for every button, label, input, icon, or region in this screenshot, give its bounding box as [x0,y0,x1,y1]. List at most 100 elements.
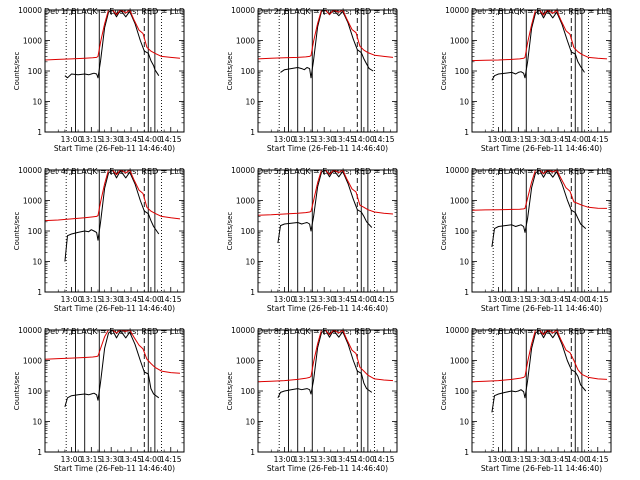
y-tick-label: 10 [459,258,469,267]
lld-series-line [45,330,181,374]
y-tick-label: 10000 [231,166,255,175]
x-tick-label: 14:00 [353,135,375,144]
y-axis-label: Counts/sec [226,372,234,411]
x-tick-label: 13:45 [547,455,569,464]
panel-3: Det 3f,BLACK = Events, RED = LLD 1 10 100 10… [440,6,612,153]
x-tick-label: 13:30 [313,295,335,304]
y-tick-label: 1 [37,288,42,297]
y-tick-label: 10 [245,98,255,107]
y-axis-label: Counts/sec [440,212,448,251]
x-tick-label: 14:00 [140,455,162,464]
y-tick-label: 1 [250,128,255,137]
panel-4: Det 4f,BLACK = Events, RED = LLD 1 10 100 10… [13,166,185,313]
y-tick-label: 10 [245,418,255,427]
x-tick-label: 13:15 [81,295,103,304]
x-tick-label: 13:15 [508,135,530,144]
y-tick-label: 1 [250,448,255,457]
x-tick-label: 13:30 [100,135,122,144]
x-axis-label: Start Time (26-Feb-11 14:46:40) [267,144,388,153]
events-series-line [491,10,585,81]
y-tick-label: 100 [455,227,470,236]
panel-title: Det 4f,BLACK = Events, RED = LLD [44,167,185,176]
panel-5: Det 5f,BLACK = Events, RED = LLD11010010… [226,166,398,313]
x-tick-label: 14:15 [373,455,395,464]
x-tick-label: 13:30 [313,135,335,144]
x-axis-label: Start Time (26-Feb-11 14:46:40) [267,464,388,473]
x-tick-label: 14:00 [353,455,375,464]
x-tick-label: 13:45 [333,135,355,144]
x-tick-label: 14:00 [140,135,162,144]
plot-frame [471,169,612,293]
y-tick-label: 1 [464,288,469,297]
x-tick-label: 14:15 [160,295,182,304]
panel-2: Det 2f,BLACK = Events, RED = LLD11010010… [226,6,398,153]
y-tick-label: 10000 [18,326,42,335]
lld-series-line [472,10,608,62]
y-tick-label: 1000 [23,37,42,46]
y-tick-label: 10 [459,98,469,107]
lld-series-line [45,10,181,61]
x-tick-label: 13:00 [61,455,83,464]
y-tick-label: 100 [455,67,470,76]
y-tick-label: 100 [28,387,43,396]
x-tick-label: 13:15 [508,295,530,304]
x-axis-label: Start Time (26-Feb-11 14:46:40) [54,304,175,313]
y-axis-label: Counts/sec [226,52,234,91]
y-tick-label: 10 [245,258,255,267]
x-tick-label: 13:15 [294,295,316,304]
x-tick-label: 14:15 [373,135,395,144]
x-tick-label: 13:30 [527,455,549,464]
events-series-line [491,330,587,413]
events-series-line [64,170,160,262]
plot-frame [257,169,398,293]
y-axis-label: Counts/sec [13,372,21,411]
plot-frame [44,9,185,133]
x-tick-label: 13:30 [527,135,549,144]
x-axis-label: Start Time (26-Feb-11 14:46:40) [481,464,602,473]
x-tick-label: 13:00 [61,135,83,144]
x-tick-label: 14:15 [373,295,395,304]
panel-title: Det 9f,BLACK = Events, RED = LLD [471,327,612,336]
x-tick-label: 13:00 [274,135,296,144]
x-tick-label: 13:45 [333,455,355,464]
panel-9: Det 9f,BLACK = Events, RED = LLD 1 10 100 10… [440,326,612,473]
x-tick-label: 13:30 [100,295,122,304]
y-tick-label: 1000 [450,37,469,46]
panel-title: Det 1f,BLACK = Events, RED = LLD [44,7,185,16]
y-tick-label: 10000 [18,166,42,175]
x-tick-label: 13:30 [527,295,549,304]
y-tick-label: 100 [241,387,256,396]
x-tick-label: 13:45 [333,295,355,304]
plot-frame [257,9,398,133]
panel-title: Det 3f,BLACK = Events, RED = LLD [471,7,612,16]
y-tick-label: 10 [459,418,469,427]
x-tick-label: 13:00 [274,295,296,304]
lld-series-line [258,10,394,60]
x-tick-label: 13:30 [313,455,335,464]
x-tick-label: 14:00 [567,135,589,144]
y-tick-label: 1000 [236,37,255,46]
events-series-line [277,330,373,399]
x-tick-label: 13:45 [120,455,142,464]
x-tick-label: 14:15 [587,295,609,304]
x-tick-label: 13:15 [294,135,316,144]
events-series-line [491,170,587,247]
panel-6: Det 6f,BLACK = Events, RED = LLD11010010… [440,166,612,313]
y-tick-label: 100 [28,227,43,236]
y-tick-label: 1 [37,448,42,457]
x-tick-label: 14:15 [160,455,182,464]
x-tick-label: 14:00 [140,295,162,304]
y-axis-label: Counts/sec [13,52,21,91]
lld-series-line [258,170,394,216]
y-tick-label: 1000 [450,197,469,206]
y-axis-label: Counts/sec [226,212,234,251]
x-tick-label: 13:00 [274,455,296,464]
x-tick-label: 13:00 [61,295,83,304]
y-tick-label: 10000 [445,166,469,175]
x-axis-label: Start Time (26-Feb-11 14:46:40) [481,144,602,153]
x-tick-label: 14:15 [160,135,182,144]
x-tick-label: 14:00 [567,295,589,304]
y-tick-label: 100 [241,227,256,236]
